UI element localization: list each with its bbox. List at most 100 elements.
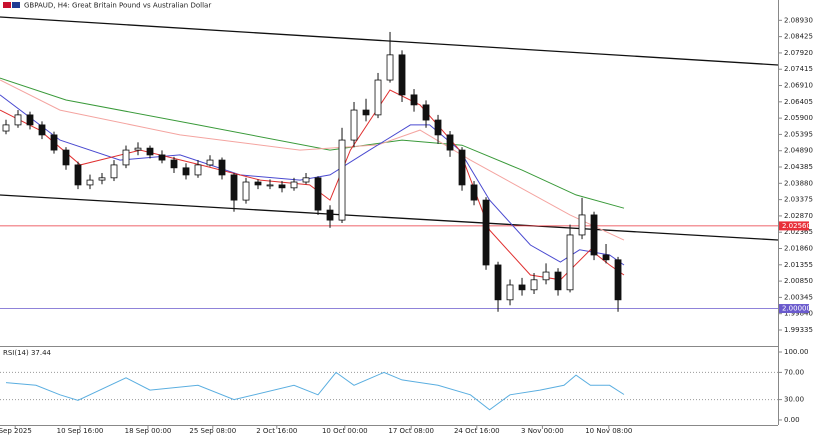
candle-body: [614, 259, 622, 301]
y-tick-label: 2.03375: [784, 196, 813, 204]
candle-body: [122, 149, 130, 166]
candle-body: [338, 139, 346, 221]
candle-body: [410, 94, 418, 106]
price-level-tag: [779, 304, 809, 314]
x-tick-label: 10 Sep 16:00: [57, 427, 104, 435]
candle-body: [542, 271, 550, 281]
rsi-tick-label: 0.00: [784, 416, 800, 424]
y-tick-label: 2.08930: [784, 16, 813, 24]
candle-body: [218, 159, 226, 176]
chart-title: GBPAUD, H4: Great Britain Pound vs Austr…: [24, 2, 211, 10]
y-tick-label: 2.01860: [784, 245, 813, 253]
y-tick-label: 2.06405: [784, 98, 813, 106]
y-tick-label: 1.99840: [784, 310, 813, 318]
price-panel: [0, 31, 778, 312]
candle-body: [170, 159, 178, 169]
candle-body: [362, 109, 370, 116]
candle-body: [110, 164, 118, 179]
y-tick-label: 1.99335: [784, 326, 813, 334]
candle-body: [266, 184, 274, 187]
candle-body: [554, 271, 562, 291]
x-tick-label: 10 Nov 08:00: [585, 427, 632, 435]
candle-body: [530, 279, 538, 291]
candle-body: [2, 124, 10, 132]
y-tick-label: 2.04385: [784, 163, 813, 171]
x-tick-label: 17 Oct 08:00: [388, 427, 434, 435]
candle-body: [50, 134, 58, 151]
candle-body: [482, 199, 490, 266]
rsi-tick-label: 100.00: [784, 348, 809, 356]
rsi-tick-label: 30.00: [784, 396, 804, 404]
x-tick-label: Sep 2025: [0, 427, 32, 435]
indicator-line: [0, 77, 625, 209]
candle-body: [74, 164, 82, 186]
candle-body: [14, 114, 22, 126]
trend-line: [0, 194, 778, 241]
candle-body: [506, 284, 514, 301]
candle-body: [602, 254, 610, 261]
candle-body: [566, 234, 574, 291]
candle-body: [518, 284, 526, 291]
price-level-label: 2.00000: [782, 305, 811, 313]
trend-line: [0, 16, 778, 66]
rsi-panel: [0, 371, 778, 411]
candle-body: [446, 134, 454, 151]
candle-body: [350, 109, 358, 141]
y-tick-label: 2.00850: [784, 277, 813, 285]
indicator-line: [0, 89, 625, 281]
candle-body: [182, 167, 190, 176]
price-level-tag: [779, 221, 809, 231]
y-tick-label: 2.00345: [784, 293, 813, 301]
x-tick-label: 10 Oct 00:00: [322, 427, 368, 435]
y-tick-label: 2.05395: [784, 130, 813, 138]
candle-body: [278, 184, 286, 189]
x-tick-label: 18 Sep 00:00: [125, 427, 172, 435]
candle-body: [434, 119, 442, 136]
x-tick-label: 2 Oct 16:00: [256, 427, 297, 435]
symbol-icon: [12, 2, 20, 8]
candle-body: [206, 159, 214, 166]
x-tick-label: 25 Sep 08:00: [189, 427, 236, 435]
candle-body: [290, 181, 298, 189]
candle-body: [38, 124, 46, 136]
candle-body: [494, 264, 502, 301]
price-level-label: 2.02560: [782, 222, 811, 230]
candle-body: [578, 214, 586, 236]
y-tick-label: 2.02870: [784, 212, 813, 220]
candle-body: [302, 177, 310, 183]
y-tick-label: 2.08425: [784, 33, 813, 41]
rsi-tick-label: 70.00: [784, 368, 804, 376]
y-tick-label: 2.04890: [784, 147, 813, 155]
y-tick-label: 2.07415: [784, 65, 813, 73]
y-tick-label: 2.07920: [784, 49, 813, 57]
axes: 2.08930 2.08425 2.07920 2.07415 2.06910 2.064…: [0, 16, 813, 435]
candle-body: [86, 179, 94, 186]
y-tick-label: 2.01355: [784, 261, 813, 269]
candle-body: [386, 54, 394, 81]
candle-body: [62, 149, 70, 166]
candle-body: [314, 177, 322, 211]
y-tick-label: 2.02365: [784, 228, 813, 236]
y-tick-label: 2.03880: [784, 179, 813, 187]
candle-body: [254, 181, 262, 186]
candle-body: [146, 147, 154, 156]
x-tick-label: 24 Oct 16:00: [454, 427, 500, 435]
y-tick-label: 2.05900: [784, 114, 813, 122]
candle-body: [422, 104, 430, 121]
x-tick-label: 3 Nov 00:00: [521, 427, 564, 435]
candle-body: [326, 209, 334, 221]
candle-body: [398, 54, 406, 96]
candle-body: [194, 164, 202, 176]
candle-body: [374, 79, 382, 116]
rsi-label: RSI(14) 37.44: [3, 349, 52, 357]
candle-body: [158, 154, 166, 161]
indicator-line: [5, 371, 625, 411]
candle-body: [26, 114, 34, 126]
symbol-icon: [3, 2, 11, 8]
candle-body: [230, 174, 238, 201]
candle-body: [458, 149, 466, 186]
candle-body: [134, 147, 142, 151]
y-tick-label: 2.06910: [784, 82, 813, 90]
